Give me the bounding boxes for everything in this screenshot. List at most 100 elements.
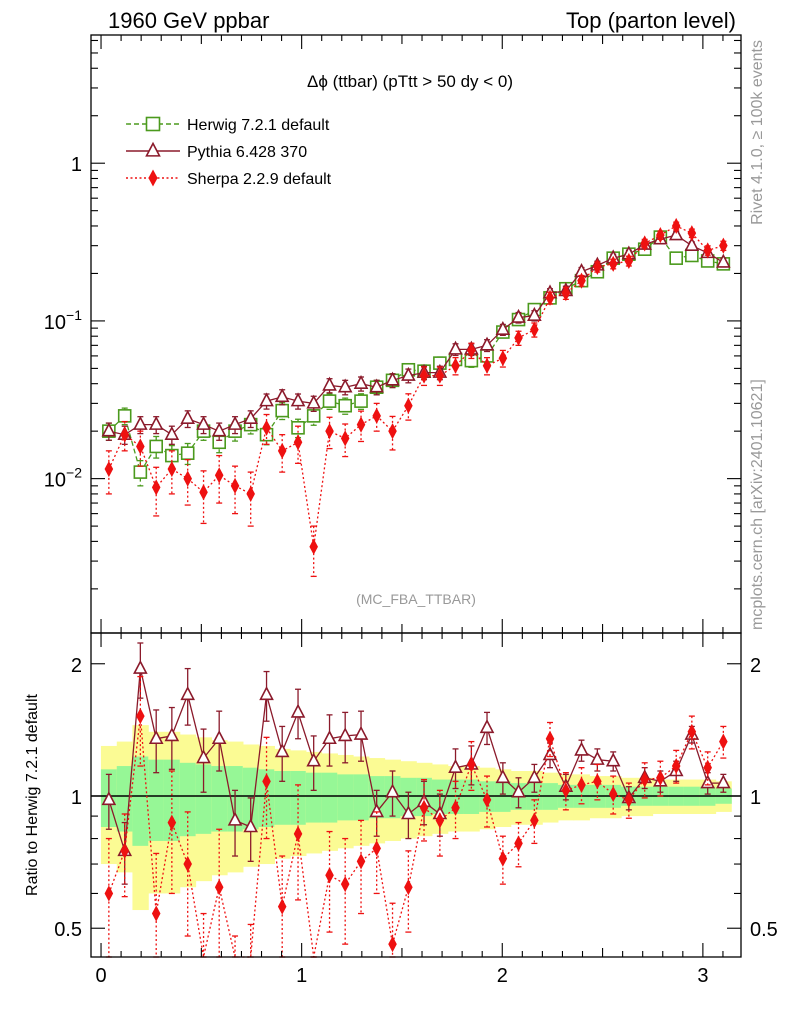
rivet-version-label: Rivet 4.1.0, ≥ 100k events	[749, 40, 766, 225]
main-sherpa-point	[419, 367, 429, 384]
main-sherpa-point	[199, 484, 208, 501]
main-sherpa-point	[262, 419, 271, 436]
main-sherpa-point	[120, 426, 129, 443]
main-sherpa-point	[687, 225, 697, 242]
x-tick-label: 3	[697, 965, 708, 987]
main-axes: 1 10−1 10−2	[44, 34, 742, 634]
main-sherpa-point	[309, 538, 318, 555]
ratio-pythia-point	[164, 727, 180, 742]
ratio-pythia-point	[574, 741, 589, 756]
ratio-band-1sigma	[195, 764, 212, 834]
main-pythia-point	[527, 306, 542, 321]
main-pythia-point	[337, 378, 353, 393]
ratio-sherpa-point	[388, 936, 397, 953]
ratio-y-tick-label-right: 2	[750, 655, 761, 677]
legend: Herwig 7.2.1 default Pythia 6.428 370 Sher…	[126, 116, 332, 188]
main-pythia-point	[290, 392, 306, 407]
ratio-sherpa-point	[120, 842, 129, 859]
legend-sherpa-label: Sherpa 2.2.9 default	[187, 171, 332, 188]
main-sherpa-point	[451, 357, 460, 374]
ratio-sherpa-point	[325, 867, 334, 884]
ratio-sherpa-point	[167, 814, 177, 831]
main-y-tick-label: 10−1	[44, 307, 82, 334]
ratio-pythia-point	[243, 818, 259, 833]
header-right-label: Top (parton level)	[566, 8, 736, 33]
x-tick-label: 1	[296, 965, 307, 987]
ratio-frame	[90, 632, 742, 958]
ratio-sherpa-point	[467, 756, 476, 773]
ratio-sherpa-point	[151, 905, 161, 922]
legend-pythia-label: Pythia 6.428 370	[187, 144, 307, 161]
ratio-pythia-point	[133, 659, 148, 674]
main-pythia-point	[227, 415, 243, 430]
main-sherpa-point	[561, 285, 571, 302]
ratio-band-1sigma	[274, 771, 291, 825]
main-sherpa-point	[482, 357, 492, 374]
ratio-band-1sigma	[163, 759, 181, 841]
main-sherpa-point	[325, 423, 334, 440]
ratio-sherpa-point	[419, 799, 429, 816]
main-y-tick-label: 10−2	[44, 465, 82, 492]
main-sherpa-point	[593, 258, 602, 275]
ratio-pythia-point	[716, 774, 731, 789]
ratio-sherpa-point	[624, 791, 634, 808]
ratio-sherpa-point	[671, 757, 681, 775]
ratio-sherpa-point	[435, 812, 445, 829]
main-sherpa-point	[356, 416, 366, 433]
ratio-band-1sigma	[148, 759, 165, 841]
main-pythia-point	[101, 422, 117, 437]
main-sherpa-point	[230, 477, 240, 494]
main-herwig-point	[685, 248, 699, 263]
ratio-sherpa-point	[719, 733, 728, 750]
ratio-band-1sigma	[132, 756, 149, 846]
main-sherpa-point	[404, 397, 413, 414]
x-tick-label: 2	[497, 965, 508, 987]
ratio-y-tick-label: 0.5	[54, 919, 82, 941]
ratio-sherpa-point	[372, 840, 381, 857]
ratio-pythia-point	[227, 811, 243, 826]
ratio-pythia-point	[401, 805, 416, 820]
ratio-sherpa-point	[577, 776, 586, 793]
main-pythia-point	[133, 415, 148, 430]
ratio-pythia-point	[479, 719, 495, 734]
main-sherpa-point	[624, 252, 634, 270]
main-pythia-point	[401, 366, 416, 381]
ratio-sherpa-point	[404, 879, 413, 896]
main-sherpa-point	[372, 407, 381, 424]
ratio-pythia-point	[527, 769, 542, 784]
main-sherpa-point	[388, 423, 397, 440]
ratio-sherpa-point	[451, 799, 460, 816]
ratio-pythia-point	[337, 727, 353, 742]
ratio-pythia-point	[290, 703, 306, 718]
main-pythia-point	[196, 415, 211, 430]
ratio-pythia-point	[605, 752, 621, 767]
ratio-sherpa-point	[340, 876, 350, 893]
ratio-band-1sigma	[305, 772, 323, 823]
ratio-sherpa-point	[687, 723, 697, 740]
main-sherpa-point	[293, 434, 303, 451]
x-tick-label: 0	[95, 965, 106, 987]
ratio-sherpa-line	[108, 716, 724, 958]
ratio-sherpa-point	[277, 898, 287, 915]
main-sherpa-point	[277, 442, 287, 459]
ratio-band-1sigma	[211, 766, 228, 832]
main-pythia-point	[306, 394, 322, 409]
main-pythia-point	[369, 378, 384, 393]
main-sherpa-point	[656, 227, 665, 244]
ratio-sherpa-point	[136, 708, 145, 725]
ratio-sherpa-point	[561, 782, 571, 799]
ratio-sherpa-point	[640, 771, 649, 788]
main-herwig-point	[322, 394, 337, 408]
ratio-axes: 0.5 0.5 1 1 2 2 0 1 2 3	[54, 632, 778, 987]
ratio-pythia-point	[590, 750, 605, 765]
ratio-pythia-point	[274, 743, 290, 758]
ratio-pythia-point	[211, 730, 227, 745]
ratio-sherpa-point	[214, 879, 224, 896]
main-pythia-point	[385, 371, 400, 386]
main-pythia-point	[448, 340, 463, 355]
main-plot-marks	[101, 217, 731, 578]
ratio-y-tick-label-right: 1	[750, 787, 761, 809]
ratio-y-tick-label: 2	[71, 655, 82, 677]
ratio-pythia-point	[448, 758, 463, 773]
